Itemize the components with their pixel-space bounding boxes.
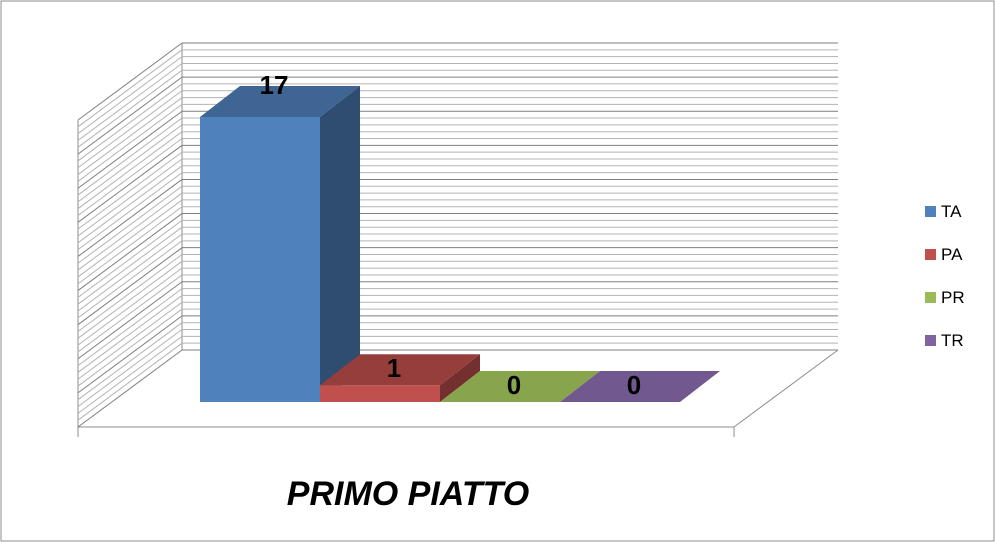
legend-item-tr: TR (925, 331, 964, 350)
bar-top-face (320, 354, 480, 386)
legend: TA PA PR TR (925, 202, 965, 350)
bar-front-face (320, 385, 440, 402)
bars (200, 86, 720, 402)
legend-item-pr: PR (925, 288, 965, 307)
legend-item-ta: TA (925, 202, 962, 221)
bar-side-face (320, 86, 360, 402)
legend-label: PR (941, 288, 965, 307)
data-label-ta: 17 (260, 70, 289, 100)
bar-pr (440, 371, 600, 402)
legend-label: TA (941, 202, 962, 221)
data-label-pa: 1 (387, 353, 401, 383)
category-label: PRIMO PIATTO (287, 475, 529, 513)
data-label-pr: 0 (507, 370, 521, 400)
legend-swatch (925, 335, 936, 346)
bar-pa (320, 354, 480, 402)
bar-side-face (440, 354, 480, 402)
legend-swatch (925, 292, 936, 303)
legend-label: PA (941, 245, 963, 264)
legend-swatch (925, 249, 936, 260)
bar-tr (560, 371, 720, 402)
bar-top-face (200, 86, 360, 117)
legend-swatch (925, 206, 936, 217)
bar-ta (200, 86, 360, 402)
legend-label: TR (941, 331, 964, 350)
legend-item-pa: PA (925, 245, 963, 264)
bar-top-face (560, 371, 720, 402)
data-label-tr: 0 (627, 370, 641, 400)
bar-front-face (200, 117, 320, 402)
data-labels: 17 1 0 0 (260, 70, 642, 400)
bar-top-face (440, 371, 600, 402)
